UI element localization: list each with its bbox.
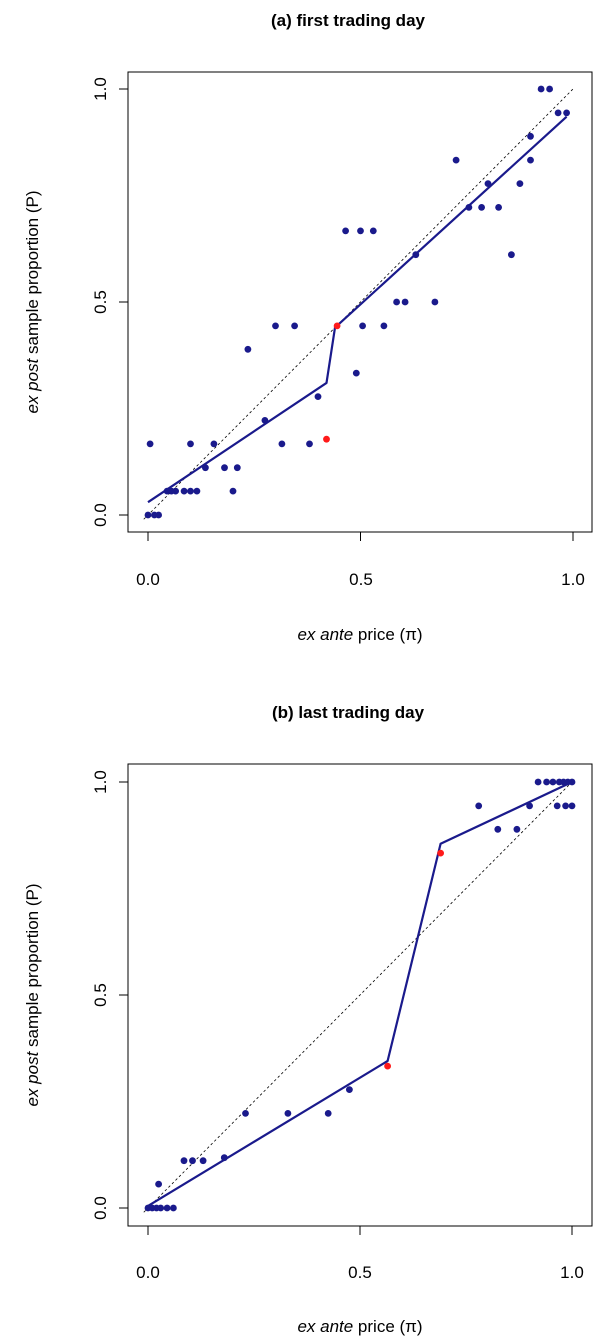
data-point-b-4 <box>163 1204 171 1212</box>
y-tick-label-b-2: 1.0 <box>91 770 110 794</box>
data-point-a-39 <box>516 180 524 188</box>
x-tick-label-a-1: 0.5 <box>349 570 373 589</box>
data-point-a-22 <box>314 393 322 400</box>
chart-title-b: (b) last trading day <box>272 703 425 722</box>
data-point-a-23 <box>342 227 349 235</box>
y-tick-label-b-1: 0.5 <box>91 983 110 1007</box>
data-point-a-26 <box>357 227 364 235</box>
panel-b: (b) last trading day 0.0 0.5 1.0 0.0 0.5… <box>23 703 593 1336</box>
y-tick-label-a-1: 0.5 <box>91 290 110 314</box>
data-point-a-15 <box>233 464 241 472</box>
data-point-b-9 <box>199 1157 207 1165</box>
x-axis-label-a: ex ante price (π) <box>297 625 422 644</box>
data-point-a-20 <box>291 322 298 330</box>
data-point-b-10 <box>220 1154 228 1162</box>
data-point-a-0 <box>144 511 152 519</box>
data-point-a-24 <box>352 369 360 377</box>
reference-diagonal-b <box>143 781 573 1213</box>
y-tick-label-b-0: 0.0 <box>91 1196 110 1220</box>
data-point-a-35 <box>478 204 485 211</box>
data-point-a-6 <box>172 487 180 495</box>
x-tick-label-b-2: 1.0 <box>560 1263 584 1282</box>
data-point-a-3 <box>146 440 154 448</box>
y-tick-label-a-2: 1.0 <box>91 77 110 101</box>
data-point-b-7 <box>180 1157 188 1165</box>
data-point-a-2 <box>155 511 163 519</box>
data-point-b-15 <box>475 802 483 810</box>
data-point-b-18 <box>526 802 533 810</box>
data-point-a-37 <box>495 204 502 211</box>
highlight-point-b-1 <box>437 849 444 857</box>
x-tick-label-a-2: 1.0 <box>561 570 585 589</box>
data-point-a-42 <box>537 85 545 93</box>
data-point-a-27 <box>369 227 377 235</box>
y-axis-label-a: ex post sample proportion (P) <box>23 191 42 414</box>
data-point-a-25 <box>359 322 366 330</box>
chart-title-a: (a) first trading day <box>271 11 426 30</box>
data-point-b-21 <box>549 778 557 786</box>
data-point-a-16 <box>244 345 252 353</box>
data-point-b-3 <box>157 1204 165 1212</box>
y-tick-label-a-0: 0.0 <box>91 503 110 527</box>
plot-area-b <box>119 778 576 1235</box>
data-point-b-28 <box>568 802 576 810</box>
data-point-a-34 <box>465 204 473 211</box>
highlight-point-b-0 <box>384 1062 391 1070</box>
data-point-a-11 <box>202 464 209 472</box>
data-point-a-10 <box>187 440 194 448</box>
data-point-a-45 <box>563 109 570 117</box>
data-point-a-43 <box>546 85 553 93</box>
panel-a: (a) first trading day 0.0 0.5 1.0 0.0 0.… <box>23 11 593 644</box>
data-point-b-8 <box>189 1157 196 1165</box>
data-point-b-6 <box>155 1180 163 1188</box>
y-axis-label-b: ex post sample proportion (P) <box>23 884 42 1107</box>
data-point-a-8 <box>187 487 194 495</box>
data-point-a-32 <box>431 298 439 306</box>
data-point-b-14 <box>346 1086 353 1093</box>
data-point-b-5 <box>170 1204 177 1212</box>
data-point-b-22 <box>553 802 561 810</box>
data-point-a-13 <box>221 464 228 472</box>
data-point-a-41 <box>527 156 534 164</box>
data-point-a-31 <box>412 251 420 259</box>
data-point-a-7 <box>180 487 188 495</box>
data-point-a-40 <box>527 132 534 140</box>
highlight-point-a-1 <box>333 322 341 330</box>
data-point-b-16 <box>494 825 502 833</box>
data-point-a-30 <box>401 298 409 306</box>
data-point-a-36 <box>484 180 492 188</box>
x-tick-label-a-0: 0.0 <box>136 570 160 589</box>
data-point-a-17 <box>261 417 269 424</box>
data-point-a-14 <box>229 487 237 495</box>
plot-area-a <box>119 85 574 541</box>
x-tick-label-b-0: 0.0 <box>136 1263 160 1282</box>
fit-line-b <box>147 781 573 1207</box>
data-point-b-17 <box>513 825 521 833</box>
x-tick-label-b-1: 0.5 <box>348 1263 372 1282</box>
data-point-b-12 <box>284 1110 292 1117</box>
data-point-a-21 <box>306 440 313 448</box>
data-point-a-9 <box>193 487 201 495</box>
data-point-b-19 <box>534 778 542 786</box>
data-point-a-18 <box>272 322 279 330</box>
reference-diagonal-a <box>143 88 574 520</box>
x-axis-label-b: ex ante price (π) <box>297 1317 422 1336</box>
highlight-point-a-0 <box>323 435 330 443</box>
fit-line-a <box>147 115 568 504</box>
data-point-a-44 <box>554 109 562 117</box>
data-point-b-25 <box>562 802 569 810</box>
data-point-a-29 <box>393 298 400 306</box>
data-point-b-20 <box>543 778 550 786</box>
data-point-b-27 <box>568 778 576 786</box>
data-point-b-13 <box>324 1110 332 1117</box>
data-point-a-12 <box>210 440 218 448</box>
data-point-a-33 <box>452 156 460 164</box>
data-point-a-38 <box>508 251 515 259</box>
data-point-a-19 <box>278 440 286 448</box>
data-point-b-11 <box>242 1110 249 1117</box>
data-point-a-28 <box>380 322 388 330</box>
